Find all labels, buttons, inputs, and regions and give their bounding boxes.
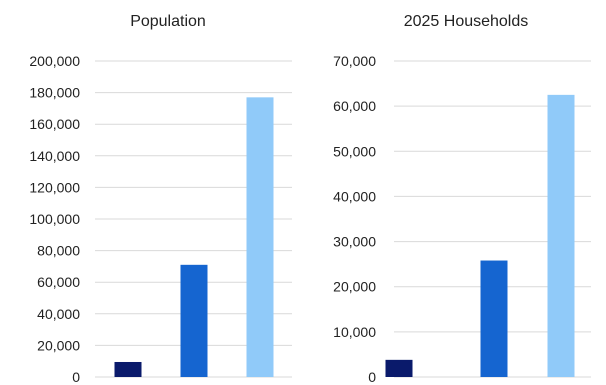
households-chart-title: 2025 Households	[404, 13, 529, 30]
households-bar	[385, 359, 413, 377]
population-y-tick-label: 180,000	[29, 85, 80, 101]
population-y-tick-label: 140,000	[29, 148, 80, 164]
households-y-tick-label: 30,000	[333, 234, 376, 250]
households-y-tick-label: 0	[368, 369, 376, 385]
households-y-tick-label: 10,000	[333, 324, 376, 340]
population-y-tick-label: 0	[72, 369, 80, 385]
population-bar	[114, 361, 142, 377]
population-y-tick-label: 60,000	[37, 274, 80, 290]
households-chart-y-axis-labels: 0 10,000 20,000 30,000 40,000 50,000 60,000 70,…	[333, 53, 376, 385]
population-bar	[180, 264, 208, 377]
households-y-tick-label: 70,000	[333, 53, 376, 69]
households-chart-bars	[385, 94, 575, 377]
population-y-tick-label: 160,000	[29, 116, 80, 132]
population-chart-gridlines	[95, 60, 292, 378]
population-chart-bars	[114, 97, 274, 377]
households-chart: 2025 Households 0 10,000 20,000 30,000 40,00…	[333, 13, 591, 385]
population-y-tick-label: 80,000	[37, 243, 80, 259]
households-y-tick-label: 60,000	[333, 98, 376, 114]
population-y-tick-label: 120,000	[29, 179, 80, 195]
population-y-tick-label: 40,000	[37, 306, 80, 322]
households-y-tick-label: 50,000	[333, 143, 376, 159]
population-y-tick-label: 100,000	[29, 211, 80, 227]
population-bar	[246, 97, 274, 377]
population-chart: Population 0 20,000 40,000 60,000 80,000 100,…	[29, 13, 292, 385]
households-bar	[480, 260, 508, 377]
households-bar	[547, 94, 575, 377]
population-chart-title: Population	[130, 13, 206, 30]
population-y-tick-label: 200,000	[29, 53, 80, 69]
population-y-tick-label: 20,000	[37, 337, 80, 353]
households-y-tick-label: 40,000	[333, 188, 376, 204]
households-y-tick-label: 20,000	[333, 279, 376, 295]
population-chart-y-axis-labels: 0 20,000 40,000 60,000 80,000 100,000 120,000 1…	[29, 53, 80, 385]
